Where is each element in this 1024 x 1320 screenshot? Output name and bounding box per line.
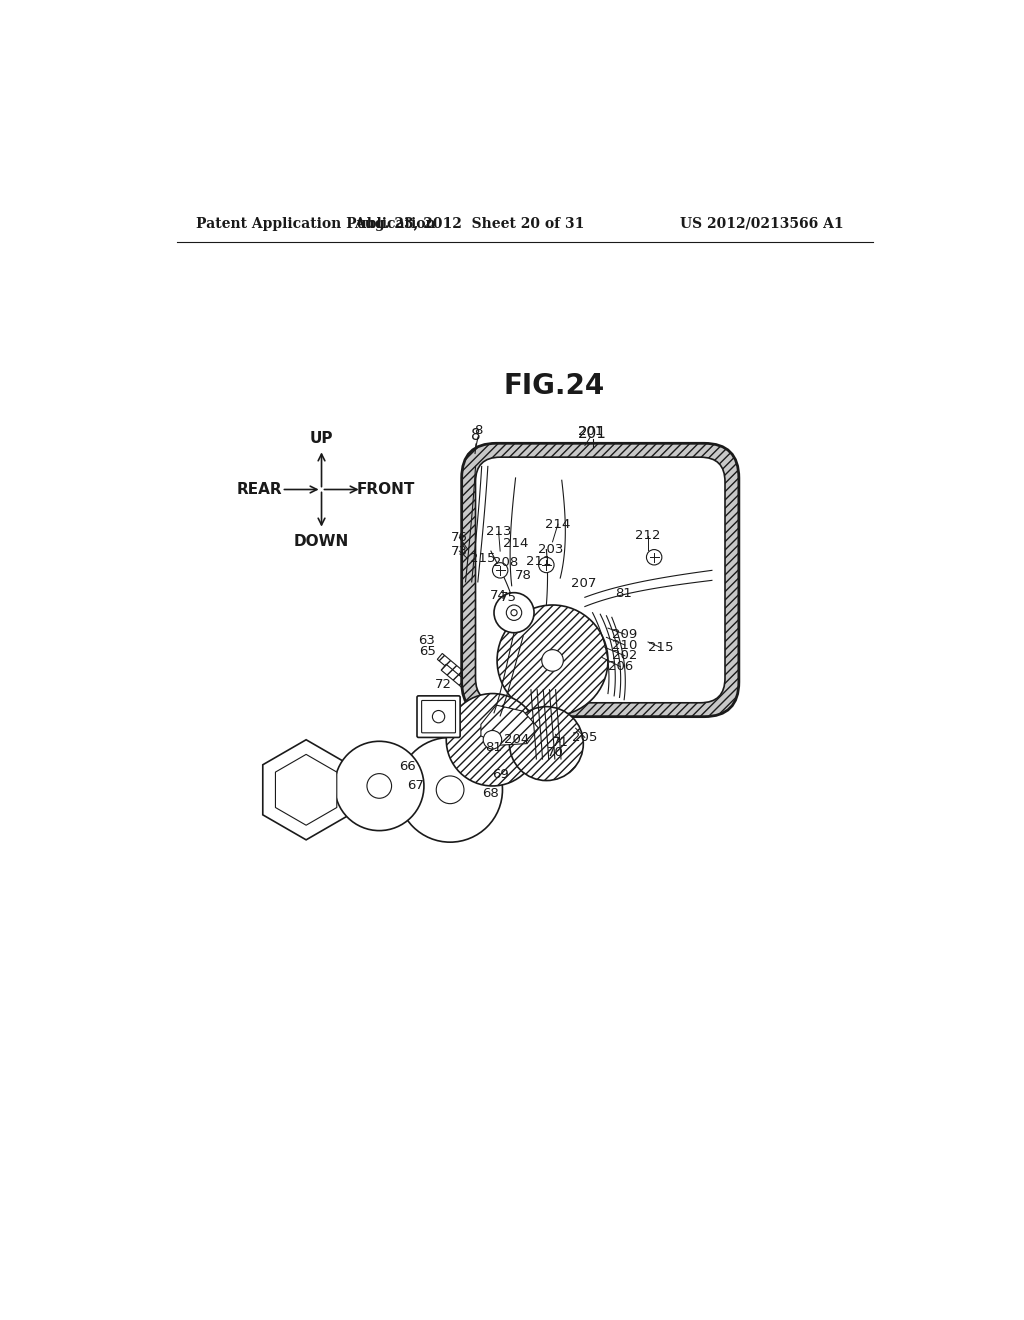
Polygon shape [263,739,349,840]
Text: 208: 208 [493,556,518,569]
Text: 81: 81 [485,741,503,754]
Circle shape [446,693,539,785]
Text: 68: 68 [482,787,500,800]
Circle shape [397,738,503,842]
Text: 215: 215 [647,640,673,653]
Circle shape [494,593,535,632]
Polygon shape [275,755,337,825]
Text: 78: 78 [515,569,531,582]
FancyBboxPatch shape [422,701,456,733]
FancyBboxPatch shape [475,457,725,702]
Text: 209: 209 [612,628,638,640]
Text: 203: 203 [538,543,563,556]
Circle shape [506,605,521,620]
Text: 73: 73 [451,545,468,557]
Text: 66: 66 [399,760,416,774]
Circle shape [493,562,508,578]
Text: FIG.24: FIG.24 [504,371,605,400]
Circle shape [539,557,554,573]
Text: 207: 207 [570,577,596,590]
Text: 69: 69 [492,768,509,781]
Circle shape [511,610,517,615]
Text: 205: 205 [572,731,598,744]
Circle shape [335,742,424,830]
Polygon shape [437,653,463,677]
Text: 76: 76 [451,531,468,544]
Text: Patent Application Publication: Patent Application Publication [196,216,435,231]
Polygon shape [441,664,467,688]
FancyBboxPatch shape [417,696,460,738]
Circle shape [436,776,464,804]
Text: DOWN: DOWN [294,533,349,549]
Text: 204: 204 [505,733,529,746]
Circle shape [432,710,444,723]
Circle shape [483,730,502,748]
Text: 211: 211 [526,556,551,569]
Circle shape [509,706,584,780]
Circle shape [542,649,563,671]
Polygon shape [481,705,539,744]
Circle shape [646,549,662,565]
Text: 70: 70 [547,746,564,759]
Circle shape [497,605,608,715]
Text: 8: 8 [474,424,482,437]
Text: 71: 71 [552,735,568,748]
Text: 215: 215 [470,552,496,565]
Text: 67: 67 [407,779,424,792]
Text: 81: 81 [615,587,632,601]
Text: 201: 201 [579,426,607,441]
Text: 74: 74 [490,589,507,602]
Text: 214: 214 [503,537,528,550]
Text: REAR: REAR [238,482,283,498]
Text: Aug. 23, 2012  Sheet 20 of 31: Aug. 23, 2012 Sheet 20 of 31 [354,216,585,231]
Text: 8: 8 [471,428,480,444]
Text: UP: UP [310,432,333,446]
Text: FRONT: FRONT [357,482,416,498]
Text: 75: 75 [500,591,517,603]
Circle shape [367,774,391,799]
Text: 212: 212 [635,529,660,543]
Text: US 2012/0213566 A1: US 2012/0213566 A1 [680,216,844,231]
Text: 214: 214 [545,517,570,531]
Text: 65: 65 [420,644,436,657]
Text: 202: 202 [612,649,638,663]
Text: 201: 201 [578,425,603,438]
Text: 72: 72 [434,677,452,690]
Text: 210: 210 [612,639,638,652]
FancyBboxPatch shape [462,444,739,717]
Text: 63: 63 [418,634,434,647]
Text: 206: 206 [607,660,633,673]
Text: 213: 213 [485,525,511,539]
